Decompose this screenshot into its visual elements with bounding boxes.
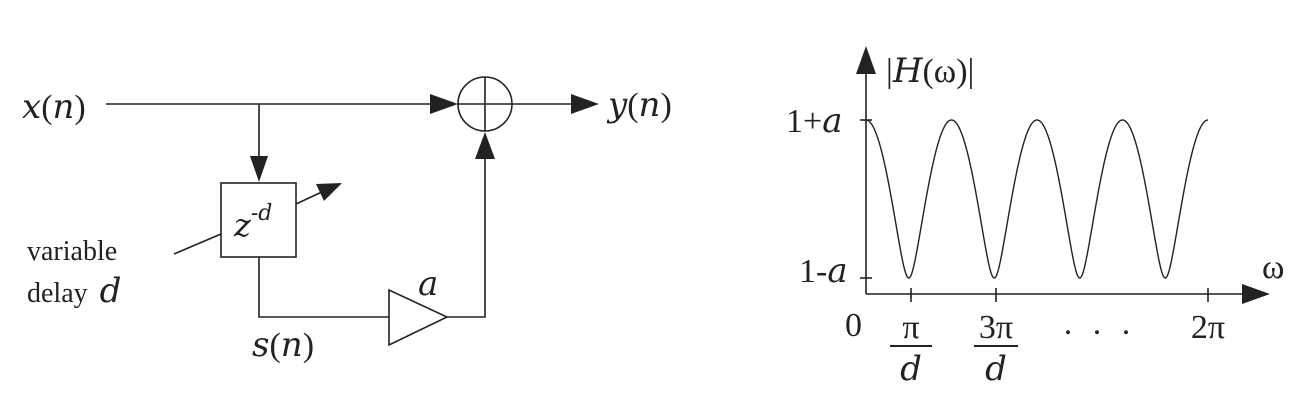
variable-delay-pointer xyxy=(173,233,222,255)
summer-input-arrowhead xyxy=(430,94,458,114)
svg-text:3π: 3π xyxy=(979,309,1013,346)
delay-label: z-d xyxy=(233,201,272,244)
summing-junction xyxy=(457,76,513,132)
delay-input-arrowhead xyxy=(250,156,268,182)
svg-text:d: d xyxy=(900,349,922,389)
svg-text:d: d xyxy=(985,349,1007,389)
internal-signal-label: s(n) xyxy=(252,325,314,365)
y-tick-label-max: 1+a xyxy=(786,101,842,141)
x-tick-ellipsis: . . . xyxy=(1064,305,1137,342)
y-axis-label: |H(ω)| xyxy=(886,51,974,91)
variable-delay-label-line2: delay d xyxy=(27,271,121,311)
summer-feedforward-arrowhead xyxy=(475,132,495,159)
x-tick-label-pi-over-d: π d xyxy=(890,309,932,389)
variable-arrow-line xyxy=(295,190,325,205)
svg-text:π: π xyxy=(902,309,919,346)
gain-label: a xyxy=(418,264,438,304)
x-tick-label-3pi-over-d: 3π d xyxy=(974,309,1018,389)
response-curve xyxy=(865,119,1209,279)
response-plot: |H(ω)| ω 1+a 1-a 0 π d 3π d . . . 2π xyxy=(786,46,1284,389)
x-axis-arrowhead xyxy=(1242,284,1270,304)
y-tick-label-min: 1-a xyxy=(799,251,848,291)
x-tick-label-origin: 0 xyxy=(845,307,862,344)
variable-delay-label-line1: variable xyxy=(27,236,117,267)
variable-arrow-head xyxy=(316,183,342,201)
x-tick-label-2pi: 2π xyxy=(1191,309,1225,346)
delay-output-line xyxy=(258,257,389,318)
output-arrowhead xyxy=(571,94,599,114)
gain-triangle xyxy=(388,288,449,347)
x-axis-label: ω xyxy=(1262,249,1284,286)
block-diagram: x(n) y(n) z-d variable delay d s(n) xyxy=(22,76,672,365)
output-signal-label: y(n) xyxy=(606,85,672,125)
input-signal-label: x(n) xyxy=(22,87,86,127)
y-axis-arrowhead xyxy=(856,46,876,74)
gain-output-line xyxy=(447,158,486,318)
